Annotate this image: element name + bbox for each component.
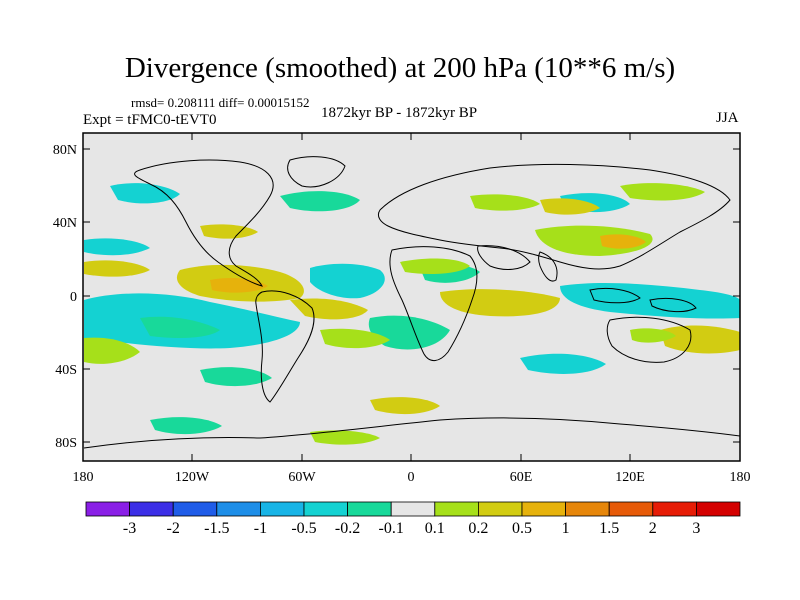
contour-negative	[310, 263, 385, 299]
contour-positive	[320, 328, 390, 349]
contour-positive	[630, 328, 676, 343]
lat-tick-labels: 80N 40N 0 40S 80S	[53, 143, 77, 451]
coastline-australia	[606, 316, 692, 363]
contour-positive	[470, 194, 540, 211]
stats-label: rmsd= 0.208111 diff= 0.00015152	[131, 95, 310, 110]
coastline-europe-asia	[377, 163, 731, 270]
contour-positive	[370, 397, 440, 415]
colorbar-swatch	[434, 501, 479, 517]
period-label: 1872kyr BP - 1872kyr BP	[321, 105, 478, 121]
contour-positive	[310, 430, 380, 445]
colorbar-label: 3	[692, 520, 700, 537]
colorbar-label: 1	[562, 520, 570, 537]
divergence-field	[84, 183, 740, 445]
map-panel: 80N 40N 0 40S 80S 180 120W 60W 0 60E 120…	[53, 132, 751, 485]
axis-ticks	[82, 133, 741, 461]
colorbar-label: -1.5	[204, 520, 229, 537]
contour-negative	[150, 417, 222, 435]
contour-positive	[620, 183, 705, 201]
colorbar-label: 1.5	[599, 520, 619, 537]
contour-positive	[540, 198, 600, 215]
coastline-south-america	[255, 290, 315, 403]
contour-negative	[84, 238, 150, 256]
contour-negative	[520, 353, 606, 374]
colorbar-swatch	[608, 501, 654, 517]
colorbar-swatch	[259, 501, 305, 517]
colorbar-swatch	[652, 501, 697, 517]
colorbar-swatch	[696, 501, 741, 517]
coastline-antarctica	[83, 417, 740, 449]
contour-negative	[368, 315, 450, 350]
coastline-arabia-india	[477, 245, 558, 282]
lon-tick-label: 60E	[510, 470, 533, 485]
colorbar-label: 0.1	[425, 520, 445, 537]
colorbar-swatch	[347, 501, 392, 517]
lon-tick-labels: 180 120W 60W 0 60E 120E 180	[73, 470, 751, 485]
colorbar-label: -0.5	[291, 520, 316, 537]
colorbar-swatch	[172, 501, 218, 517]
lat-tick-label: 80N	[53, 143, 77, 158]
coastline-greenland	[287, 156, 346, 188]
contour-negative	[140, 316, 220, 338]
lon-tick-label: 180	[73, 470, 94, 485]
contour-negative	[110, 183, 180, 204]
lat-tick-label: 0	[70, 290, 77, 305]
lon-tick-label: 60W	[288, 470, 316, 485]
colorbar-swatch	[390, 501, 436, 517]
contour-positive	[660, 325, 740, 354]
colorbar-label: 2	[649, 520, 657, 537]
contour-positive	[84, 260, 150, 277]
colorbar-swatch	[565, 501, 610, 517]
contour-positive	[440, 289, 560, 317]
colorbar-label: 0.5	[512, 520, 532, 537]
coastline-maritime-continent	[589, 287, 697, 313]
coastline-north-america	[134, 159, 274, 287]
colorbar-label: -2	[167, 520, 180, 537]
contour-positive	[600, 234, 646, 249]
colorbar-swatch	[521, 501, 566, 517]
coastline-africa	[389, 246, 478, 361]
experiment-label: Expt = tFMC0-tEVT0	[83, 112, 217, 128]
colorbar-swatch	[85, 501, 130, 517]
season-label: JJA	[716, 110, 739, 126]
lat-tick-label: 40N	[53, 216, 77, 231]
contour-positive	[84, 337, 140, 364]
chart-title: Divergence (smoothed) at 200 hPa (10**6 …	[124, 52, 676, 84]
contour-negative	[280, 191, 360, 212]
lat-tick-label: 40S	[55, 363, 77, 378]
colorbar-label: -3	[123, 520, 136, 537]
colorbar-label: -0.2	[335, 520, 360, 537]
contour-negative	[200, 367, 272, 387]
lon-tick-label: 0	[408, 470, 415, 485]
contour-positive	[290, 298, 368, 320]
colorbar	[85, 501, 741, 517]
contour-positive	[400, 258, 470, 274]
colorbar-swatch	[477, 501, 523, 517]
colorbar-labels: -3 -2 -1.5 -1 -0.5 -0.2 -0.1 0.1 0.2 0.5…	[123, 520, 700, 537]
colorbar-swatch	[216, 501, 261, 517]
colorbar-swatch	[303, 501, 348, 517]
colorbar-label: 0.2	[468, 520, 488, 537]
lon-tick-label: 180	[730, 470, 751, 485]
colorbar-swatch	[129, 501, 174, 517]
lon-tick-label: 120W	[175, 470, 210, 485]
contour-positive	[210, 278, 268, 293]
lat-tick-label: 80S	[55, 436, 77, 451]
colorbar-label: -0.1	[379, 520, 404, 537]
colorbar-label: -1	[254, 520, 267, 537]
coastlines	[83, 156, 740, 449]
lon-tick-label: 120E	[615, 470, 645, 485]
